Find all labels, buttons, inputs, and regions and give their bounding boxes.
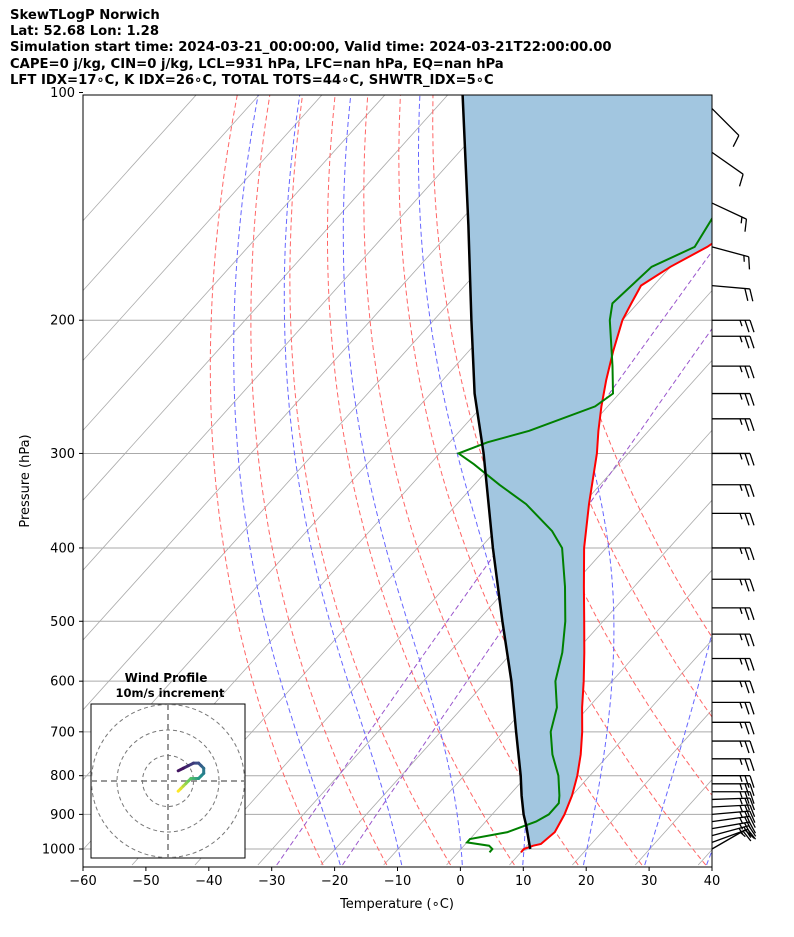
y-tick-label: 900 xyxy=(50,808,75,823)
hodograph: Wind Profile 10m/s increment xyxy=(90,671,246,859)
hodograph-title: Wind Profile xyxy=(125,671,208,685)
isotherm xyxy=(257,359,712,866)
wind-barb xyxy=(711,202,748,232)
dry-adiabat xyxy=(209,95,324,866)
wind-barb xyxy=(712,721,755,735)
moist-adiabat xyxy=(706,849,712,866)
wind-barb xyxy=(712,740,755,754)
wind-barb xyxy=(711,246,751,270)
wind-barb xyxy=(712,392,755,406)
y-tick-label: 1000 xyxy=(42,843,75,858)
dry-adiabat xyxy=(432,95,707,866)
parcel-line xyxy=(461,95,532,850)
y-tick-label: 700 xyxy=(50,725,75,740)
isotherm xyxy=(383,499,712,866)
y-tick-label: 500 xyxy=(50,615,75,630)
wind-barb xyxy=(712,484,755,497)
wind-barb xyxy=(711,821,757,835)
isotherm xyxy=(320,429,712,866)
wind-barb xyxy=(711,151,744,187)
temperature-line xyxy=(520,242,712,853)
isotherm xyxy=(509,639,712,866)
x-tick-label: −60 xyxy=(69,874,96,889)
wind-barb xyxy=(712,512,755,526)
dry-adiabat xyxy=(497,95,712,718)
wind-barb xyxy=(712,783,755,797)
isotherm xyxy=(83,95,575,641)
location-line: Lat: 52.68 Lon: 1.28 xyxy=(10,24,160,40)
wind-barb xyxy=(712,701,755,715)
wind-barb xyxy=(712,657,755,671)
wind-barb xyxy=(712,578,755,592)
x-axis-label: Temperature (∘C) xyxy=(339,897,454,912)
moist-adiabat xyxy=(283,95,403,866)
y-tick-label: 200 xyxy=(50,314,75,329)
isotherm xyxy=(83,95,449,501)
chart-header: SkewTLogP Norwich Lat: 52.68 Lon: 1.28 S… xyxy=(10,8,612,89)
x-tick-label: −10 xyxy=(384,874,411,889)
cape-line: CAPE=0 j/kg, CIN=0 j/kg, LCL=931 hPa, LF… xyxy=(10,56,504,72)
wind-barb xyxy=(711,825,757,838)
x-tick-label: −40 xyxy=(195,874,222,889)
x-tick-label: −30 xyxy=(258,874,285,889)
moist-adiabat xyxy=(233,95,341,866)
isotherm xyxy=(83,95,386,431)
mixing-ratio-line xyxy=(342,327,712,866)
wind-barb xyxy=(712,633,755,647)
x-tick-label: 30 xyxy=(641,874,658,889)
wind-barb xyxy=(712,547,755,561)
moist-adiabat xyxy=(342,95,463,866)
wind-barb xyxy=(712,365,755,379)
wind-barb xyxy=(712,607,755,621)
cape-cin-area xyxy=(462,95,712,853)
x-tick-label: −50 xyxy=(132,874,159,889)
isotherm xyxy=(697,849,712,866)
wind-barb xyxy=(712,335,755,349)
dry-adiabat xyxy=(250,95,388,866)
axes: −60 −50 −40 −30 −20 −10 0 10 20 30 40 100 200 300 400 5… xyxy=(42,86,720,889)
time-line: Simulation start time: 2024-03-21_00:00:… xyxy=(10,40,612,56)
wind-barb xyxy=(712,680,755,694)
x-tick-label: −20 xyxy=(321,874,348,889)
wind-barb xyxy=(712,418,755,432)
wind-barb xyxy=(712,791,755,804)
wind-barb xyxy=(712,775,755,788)
x-tick-label: 10 xyxy=(515,874,532,889)
dewpoint-line xyxy=(456,216,712,853)
isotherm xyxy=(83,95,260,292)
wind-barb xyxy=(712,758,755,772)
y-axis-label: Pressure (hPa) xyxy=(18,434,33,527)
title-line: SkewTLogP Norwich xyxy=(10,8,160,23)
isotherm xyxy=(83,95,512,571)
hodograph-subtitle: 10m/s increment xyxy=(116,686,225,700)
wind-barb xyxy=(712,452,755,466)
wind-barb xyxy=(712,319,755,333)
y-tick-label: 300 xyxy=(50,447,75,462)
index-line: LFT IDX=17∘C, K IDX=26∘C, TOTAL TOTS=44∘… xyxy=(10,72,494,88)
isotherm xyxy=(83,95,323,362)
dry-adiabat xyxy=(327,95,515,866)
wind-barb xyxy=(711,108,740,148)
moist-adiabat xyxy=(644,95,712,866)
hodograph-segment xyxy=(176,766,185,773)
plot-layer xyxy=(83,93,794,866)
wind-barb xyxy=(711,815,756,829)
wind-barb xyxy=(711,804,756,818)
y-tick-label: 400 xyxy=(50,541,75,556)
x-tick-label: 20 xyxy=(578,874,595,889)
wind-barbs xyxy=(711,108,757,850)
isotherm xyxy=(572,709,712,866)
wind-barb xyxy=(711,810,756,824)
x-tick-label: 0 xyxy=(456,874,464,889)
y-tick-label: 600 xyxy=(50,675,75,690)
wind-barb xyxy=(711,797,756,811)
isotherm xyxy=(761,93,794,866)
dry-adiabat xyxy=(289,95,452,866)
x-tick-label: 40 xyxy=(704,874,721,889)
wind-barb xyxy=(711,284,754,302)
y-tick-label: 100 xyxy=(50,86,75,101)
y-tick-label: 800 xyxy=(50,769,75,784)
